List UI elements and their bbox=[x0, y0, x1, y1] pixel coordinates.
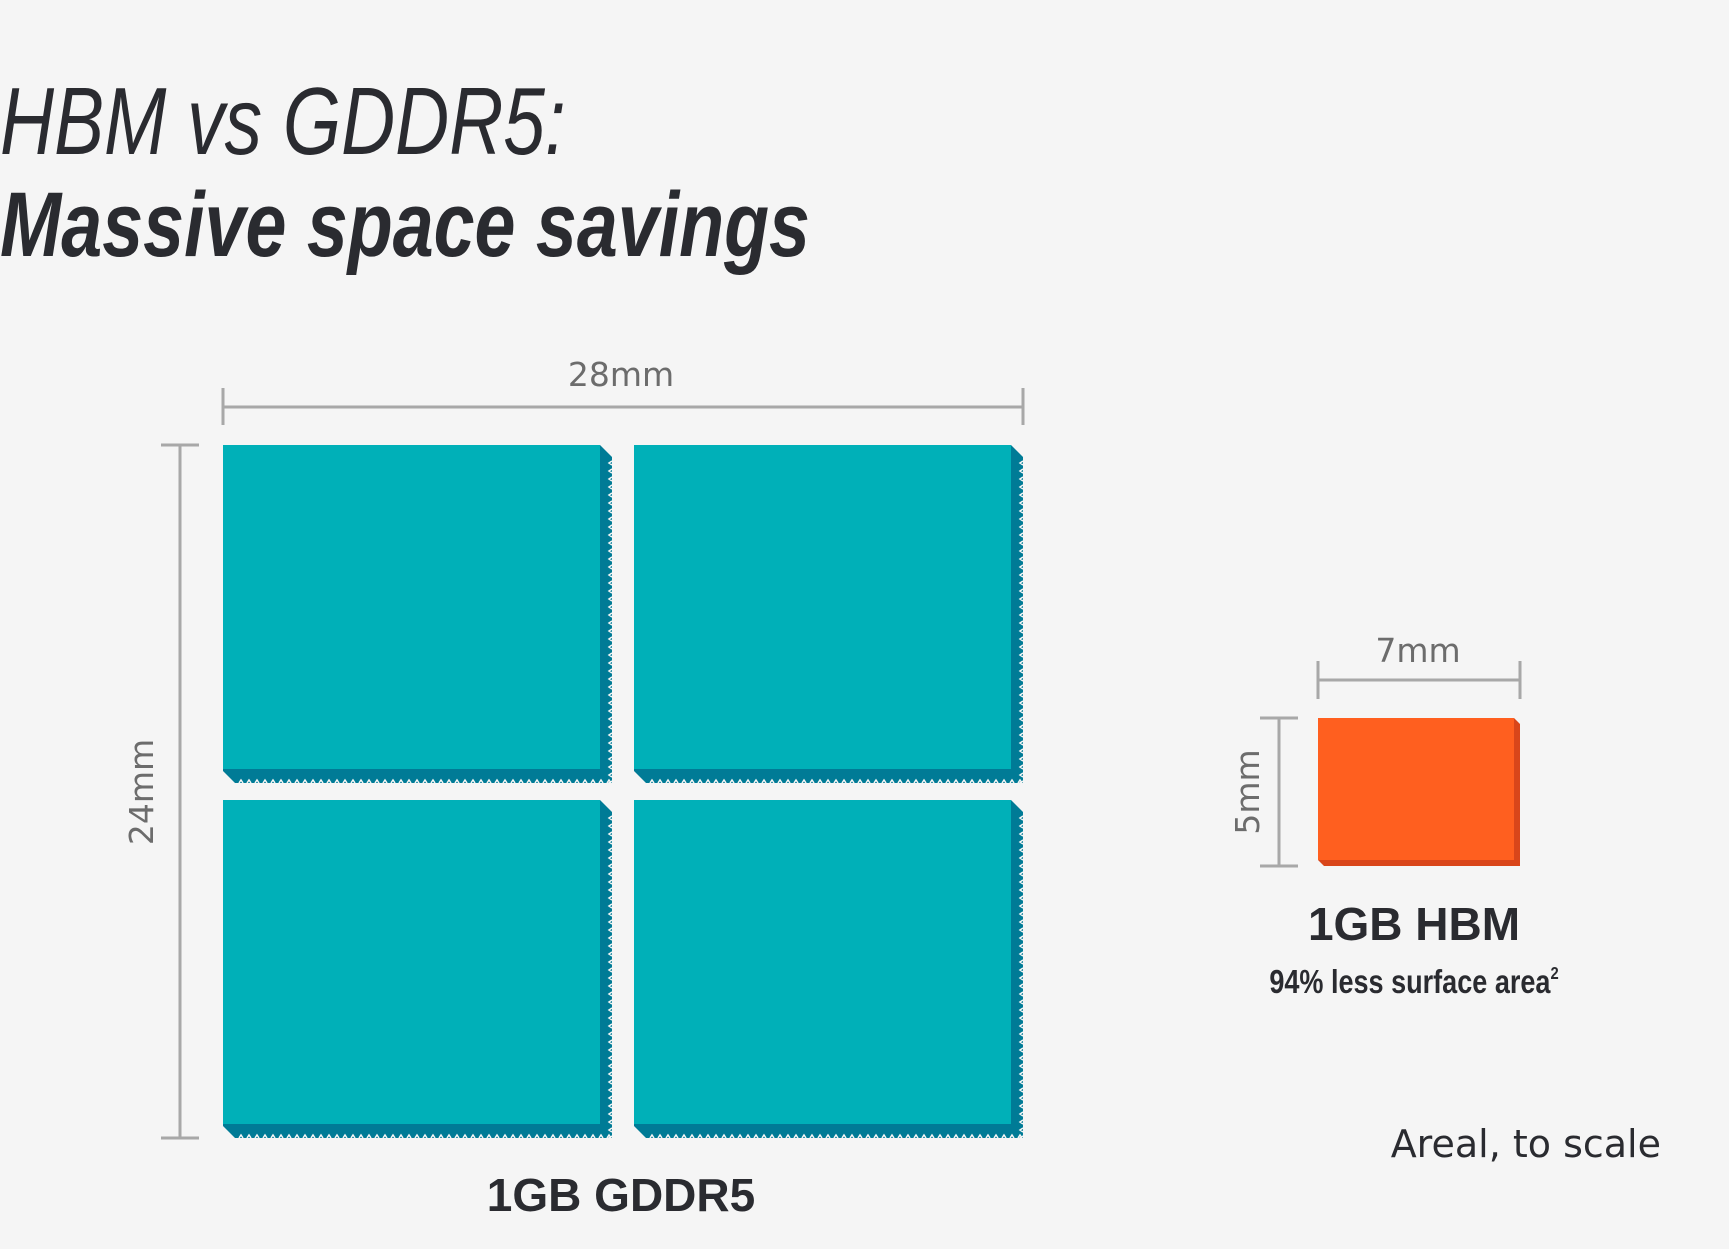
hbm-height-dimension bbox=[1260, 716, 1298, 868]
hbm-name: 1GB HBM bbox=[1308, 898, 1520, 950]
gddr5-name: 1GB GDDR5 bbox=[487, 1169, 755, 1221]
gddr5-chip-pins bbox=[238, 815, 613, 1141]
gddr5-height-dimension bbox=[161, 443, 199, 1140]
gddr5-chip-face bbox=[634, 445, 1011, 769]
title-line-2: Massive space savings bbox=[0, 173, 810, 276]
gddr5-width-label: 28mm bbox=[568, 355, 674, 394]
gddr5-height-label: 24mm bbox=[122, 739, 161, 845]
hbm-caption: 94% less surface area2 bbox=[1269, 964, 1558, 1001]
gddr5-chip-face bbox=[223, 800, 600, 1124]
gddr5-chip-pins bbox=[649, 815, 1024, 1141]
gddr5-width-dimension bbox=[221, 388, 1025, 425]
gddr5-chip-face bbox=[634, 800, 1011, 1124]
hbm-caption-footnote: 2 bbox=[1550, 964, 1558, 984]
gddr5-chip-pins bbox=[649, 460, 1024, 786]
gddr5-chip bbox=[223, 445, 613, 786]
hbm-chip bbox=[1318, 718, 1520, 866]
gddr5-chip bbox=[634, 445, 1024, 786]
gddr5-chip bbox=[634, 800, 1024, 1141]
gddr5-chips bbox=[223, 445, 1024, 1141]
hbm-caption-text: 94% less surface area bbox=[1269, 965, 1550, 1001]
gddr5-chip-face bbox=[223, 445, 600, 769]
scale-note: Areal, to scale bbox=[1391, 1122, 1661, 1166]
gddr5-chip-pins bbox=[238, 460, 613, 786]
gddr5-chip bbox=[223, 800, 613, 1141]
hbm-width-dimension bbox=[1316, 661, 1522, 699]
title-line-1: HBM vs GDDR5: bbox=[0, 68, 566, 175]
hbm-width-label: 7mm bbox=[1375, 631, 1460, 670]
hbm-height-label: 5mm bbox=[1228, 749, 1267, 834]
